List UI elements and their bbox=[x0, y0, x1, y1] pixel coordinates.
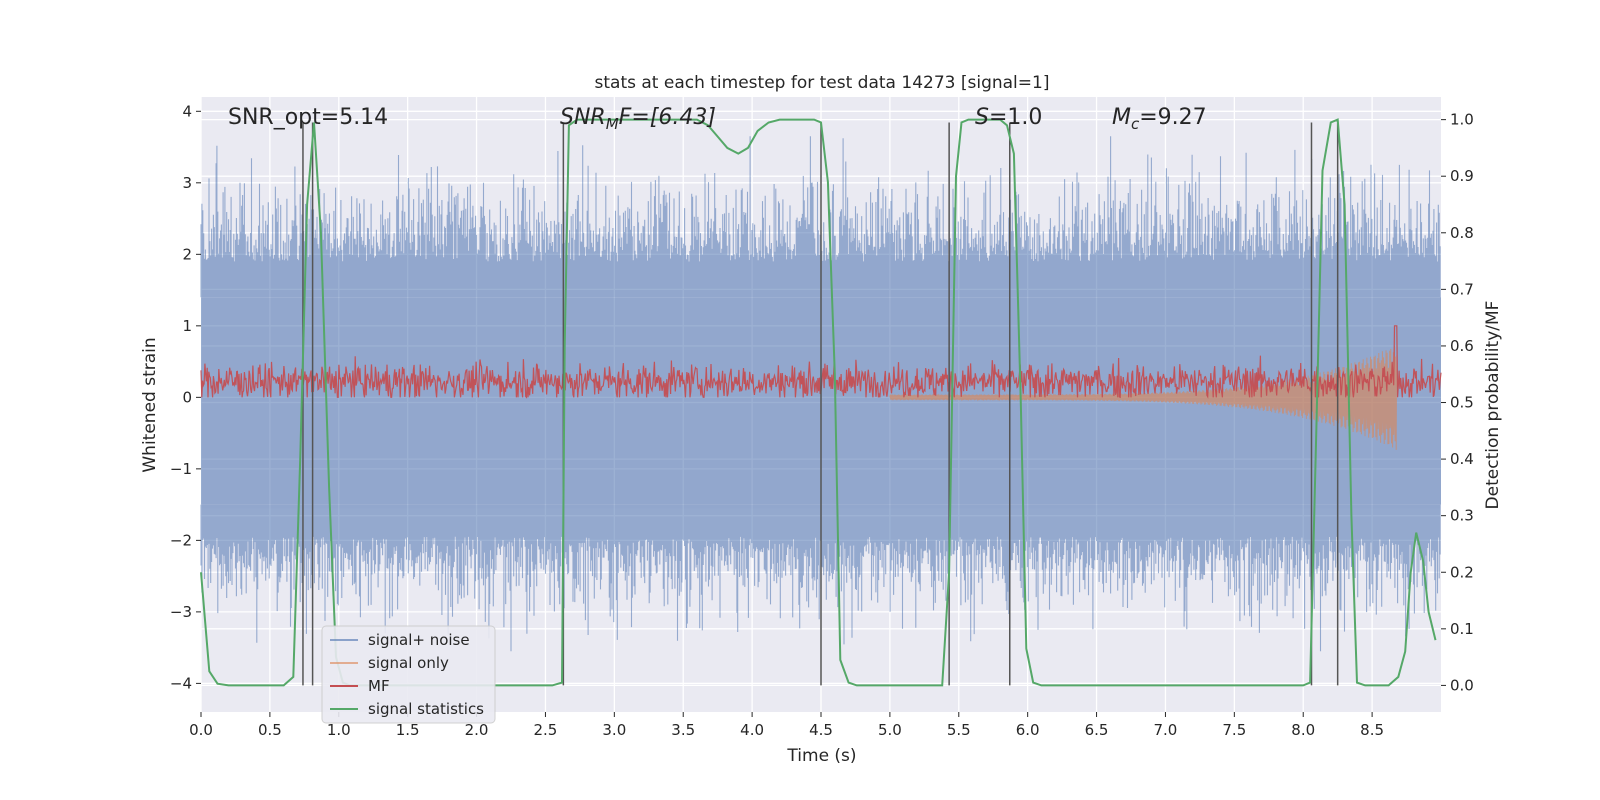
x-tick-label: 2.5 bbox=[534, 721, 558, 739]
noise-lower-excursions bbox=[200, 504, 1441, 652]
y-axis-label: Whitened strain bbox=[140, 337, 160, 472]
x-tick-label: 1.0 bbox=[327, 721, 351, 739]
x-tick-label: 4.0 bbox=[740, 721, 764, 739]
y-tick-label: −3 bbox=[170, 603, 192, 621]
signal-only-series bbox=[889, 345, 1398, 450]
x-tick-label: 6.0 bbox=[1016, 721, 1040, 739]
y-tick-label: −4 bbox=[170, 674, 192, 692]
plot-area: 0.0 0.5 1.0 1.5 2.0 2.5 3.0 3.5 4.0 4.5 5.0 5.5 6.0 6… bbox=[170, 97, 1474, 739]
x-tick-label: 4.5 bbox=[809, 721, 833, 739]
y-tick-label: −1 bbox=[170, 460, 192, 478]
x-axis-label: Time (s) bbox=[786, 746, 856, 766]
x-tick-label: 0.0 bbox=[189, 721, 213, 739]
y-tick-label: 4 bbox=[182, 102, 192, 120]
y2-tick-label: 0.6 bbox=[1450, 337, 1474, 355]
y2-tick-label: 0.1 bbox=[1450, 620, 1474, 638]
axes-text: Time (s) Whitened strain Detection proba… bbox=[140, 301, 1503, 766]
y-tick-label: 3 bbox=[182, 174, 192, 192]
ticks: 0.0 0.5 1.0 1.5 2.0 2.5 3.0 3.5 4.0 4.5 5.0 5.5 6.0 6… bbox=[170, 102, 1474, 739]
x-tick-label: 3.5 bbox=[671, 721, 695, 739]
legend-box bbox=[321, 625, 496, 724]
y2-tick-label: 0.5 bbox=[1450, 394, 1474, 412]
y-tick-label: 1 bbox=[182, 317, 192, 335]
y2-tick-label: 0.7 bbox=[1450, 280, 1474, 298]
legend-label: signal+ noise bbox=[368, 631, 470, 649]
x-tick-label: 8.5 bbox=[1360, 721, 1384, 739]
y2-tick-label: 0.9 bbox=[1450, 167, 1474, 185]
y2-axis-label: Detection probability/MF bbox=[1483, 301, 1503, 510]
y2-tick-label: 1.0 bbox=[1450, 111, 1474, 129]
legend-label: signal only bbox=[368, 654, 449, 672]
y2-tick-label: 0.4 bbox=[1450, 450, 1474, 468]
y-tick-label: 0 bbox=[182, 388, 192, 406]
noise-upper-excursions bbox=[200, 136, 1441, 298]
y2-tick-label: 0.3 bbox=[1450, 507, 1474, 525]
x-tick-label: 5.5 bbox=[947, 721, 971, 739]
x-tick-label: 2.0 bbox=[465, 721, 489, 739]
snr-mf-annotation: SNRMF=[6.43] bbox=[560, 105, 716, 133]
x-tick-label: 8.0 bbox=[1291, 721, 1315, 739]
signal-statistics-series bbox=[200, 118, 1437, 687]
y-tick-label: −2 bbox=[170, 531, 192, 549]
x-tick-label: 6.5 bbox=[1085, 721, 1109, 739]
annotations: SNR_opt=5.14 SNRMF=[6.43] S=1.0 Mc=9.27 bbox=[228, 105, 1207, 133]
x-tick-label: 7.5 bbox=[1222, 721, 1246, 739]
x-tick-label: 3.0 bbox=[602, 721, 626, 739]
y2-tick-label: 0.8 bbox=[1450, 224, 1474, 242]
snr-opt-annotation: SNR_opt=5.14 bbox=[228, 105, 388, 130]
x-tick-label: 0.5 bbox=[258, 721, 282, 739]
x-tick-label: 5.0 bbox=[878, 721, 902, 739]
s-annotation: S=1.0 bbox=[975, 105, 1042, 130]
chart-title: stats at each timestep for test data 142… bbox=[595, 73, 1050, 93]
x-tick-label: 1.5 bbox=[396, 721, 420, 739]
y2-tick-label: 0.2 bbox=[1450, 563, 1474, 581]
y2-tick-label: 0.0 bbox=[1450, 676, 1474, 694]
mc-annotation: Mc=9.27 bbox=[1112, 105, 1207, 133]
y-tick-label: 2 bbox=[182, 245, 192, 263]
legend: signal+ noise signal only MF signal statist… bbox=[321, 625, 496, 724]
x-tick-label: 7.0 bbox=[1154, 721, 1178, 739]
legend-label: signal statistics bbox=[368, 700, 484, 718]
legend-label: MF bbox=[368, 677, 390, 695]
